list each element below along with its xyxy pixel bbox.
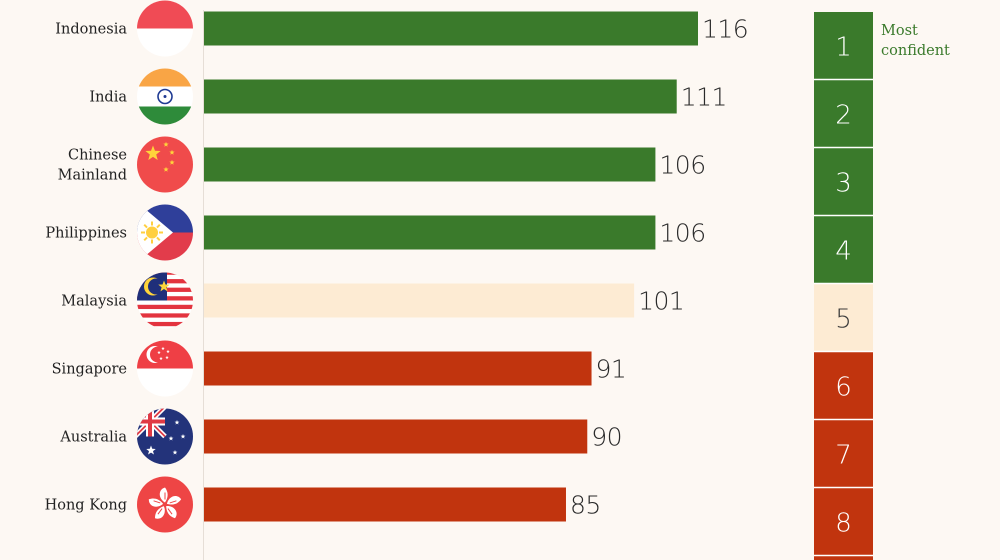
bar [204,419,588,454]
row-chinese-mainland: Chinese Mainland 106 [58,136,706,193]
rank-number: 4 [835,237,852,267]
rank-cell: 5 [814,284,873,351]
rank-cell: 3 [814,148,873,215]
country-label: Indonesia [55,22,127,38]
country-label: Australia [59,430,127,446]
rank-cell: 8 [814,488,873,555]
bar [204,487,566,522]
rank-cell-partial [814,556,873,560]
rank-cell: 6 [814,352,873,419]
country-label-line: Mainland [58,168,127,184]
value-label: 116 [702,15,748,44]
country-label: Hong Kong [45,498,127,514]
country-label-line: Indonesia [55,22,127,38]
country-label-line: Australia [59,430,127,446]
value-label: 106 [659,219,705,248]
australia-flag-icon [137,408,193,465]
bar [204,351,592,386]
row-indonesia: Indonesia 116 [55,0,749,57]
philippines-flag-icon [137,204,193,261]
country-label-line: Chinese [68,148,127,164]
value-label: 101 [638,287,684,316]
row-australia: Australia 90 [59,408,623,465]
bar [204,283,635,318]
singapore-flag-icon [137,340,193,397]
rank-cell: 1 [814,12,873,79]
country-label-line: Hong Kong [45,498,127,514]
bar [204,147,656,182]
bar [204,79,677,114]
country-label: Chinese Mainland [58,148,127,184]
rank-number: 2 [835,101,852,131]
rank-number: 7 [835,441,852,471]
value-label: 85 [570,491,601,520]
rank-cell-background [814,352,873,419]
row-india: India 111 [89,68,727,125]
rank-cell: 2 [814,80,873,147]
rank-cell-background [814,12,873,79]
country-label: Philippines [45,226,127,242]
china-flag-icon [137,136,193,193]
row-philippines: Philippines 106 [45,204,706,261]
rank-number: 6 [835,373,852,403]
hong-kong-flag-icon [137,476,193,533]
rank-cell-background [814,80,873,147]
rank-cell-background [814,284,873,351]
value-label: 91 [596,355,627,384]
rank-number: 3 [835,169,852,199]
malaysia-flag-icon [137,272,193,329]
rank-number: 8 [835,509,852,539]
value-label: 106 [659,151,705,180]
rank-cell-background [814,488,873,555]
most-confident-note: Most confident [881,23,950,59]
bar [204,11,698,46]
country-label: Singapore [52,362,127,378]
rank-cell-background [814,148,873,215]
country-label-line: Philippines [45,226,127,242]
value-label: 90 [591,423,622,452]
rank-cell-background [814,216,873,283]
rank-cell: 4 [814,216,873,283]
country-label-line: Singapore [52,362,127,378]
rank-number: 1 [835,33,852,63]
country-label-line: India [89,90,127,106]
indonesia-flag-icon [137,0,193,57]
row-singapore: Singapore 91 [52,340,627,397]
note-line: Most [881,23,918,39]
country-label: Malaysia [61,294,127,310]
rank-cell: 7 [814,420,873,487]
value-label: 111 [681,83,727,112]
country-label: India [89,90,127,106]
rank-cell-background [814,420,873,487]
row-hong-kong: Hong Kong 85 [45,476,601,533]
row-malaysia: Malaysia 101 [61,272,685,329]
rank-number: 5 [835,305,852,335]
bar [204,215,656,250]
country-label-line: Malaysia [61,294,127,310]
india-flag-icon [137,68,193,125]
note-line: confident [881,43,950,59]
